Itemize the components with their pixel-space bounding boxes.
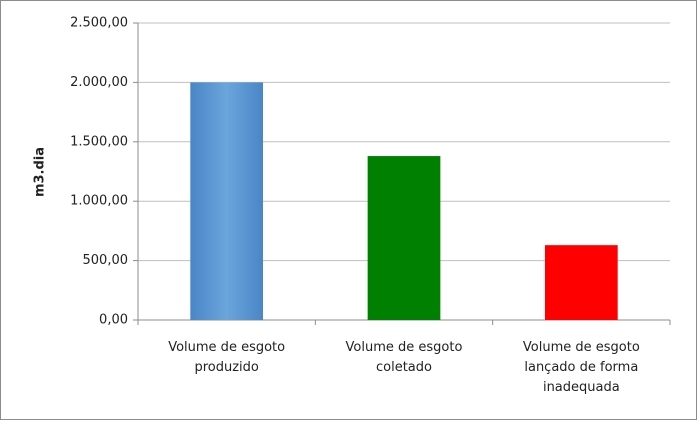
- bar: [544, 245, 618, 320]
- y-tick-label: 500,00: [83, 253, 129, 268]
- y-tick-label: 2.000,00: [70, 75, 128, 90]
- bar: [190, 82, 264, 321]
- x-tick-label: Volume de esgoto produzido: [168, 340, 285, 375]
- x-tick-label: Volume de esgoto lançado de forma inadequa…: [523, 340, 640, 395]
- x-tick-label: Volume de esgoto coletado: [346, 340, 463, 375]
- y-tick-label: 1.500,00: [70, 134, 128, 149]
- bar: [367, 156, 441, 320]
- y-tick-label: 1.000,00: [70, 194, 128, 209]
- y-axis-label: m3.dia: [33, 147, 48, 197]
- y-tick-label: 0,00: [99, 313, 128, 328]
- y-tick-label: 2.500,00: [70, 16, 128, 31]
